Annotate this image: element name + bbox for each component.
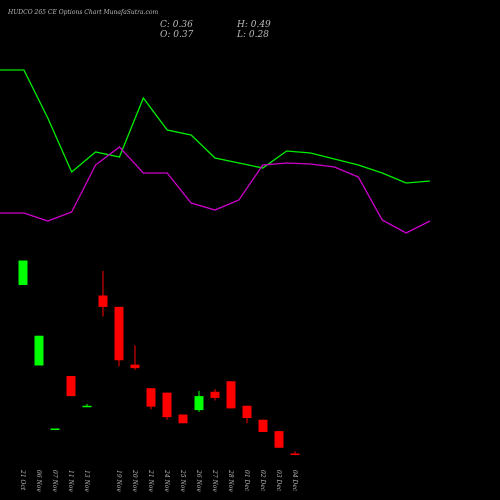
x-tick-label: 11 Nov: [67, 470, 74, 492]
high-label: H: 0.49: [236, 20, 271, 30]
close-label: C: 0.36: [160, 20, 193, 30]
x-tick-label: 28 Nov: [227, 469, 234, 492]
x-tick-label: 02 Dec: [259, 470, 266, 492]
candle-body: [274, 431, 284, 448]
line: [0, 69, 431, 184]
candle-body: [82, 405, 92, 408]
line: [0, 146, 431, 234]
candle-body: [98, 295, 108, 307]
x-tick-label: 20 Nov: [131, 469, 138, 492]
candle-body: [242, 405, 252, 418]
x-tick-label: 27 Nov: [211, 469, 218, 492]
candle-body: [162, 392, 172, 418]
candle-body: [258, 419, 268, 432]
candle-body: [50, 428, 60, 430]
candle-body: [290, 453, 300, 456]
candle-body: [18, 260, 28, 285]
x-tick-label: 25 Nov: [179, 469, 186, 492]
x-tick-label: 01 Dec: [243, 470, 250, 492]
candle-body: [226, 381, 236, 409]
candle-body: [130, 364, 140, 369]
candle-body: [66, 376, 76, 397]
chart-title: HUDCO 265 CE Options Chart MunafaSutra.c…: [7, 9, 158, 16]
x-tick-label: 21 Oct: [19, 469, 26, 491]
x-tick-label: 13 Nov: [83, 470, 90, 492]
x-tick-label: 06 Nov: [35, 470, 42, 492]
candle-body: [210, 391, 220, 398]
x-tick-label: 04 Dec: [291, 470, 298, 492]
x-tick-label: 19 Nov: [115, 470, 122, 492]
candle-body: [34, 335, 44, 366]
x-tick-label: 24 Nov: [163, 469, 170, 492]
candle-body: [178, 414, 188, 424]
x-tick-label: 07 Nov: [51, 470, 58, 492]
x-tick-label: 26 Nov: [195, 469, 202, 492]
candle-body: [146, 388, 156, 407]
low-label: L: 0.28: [236, 30, 269, 40]
open-label: O: 0.37: [160, 30, 194, 40]
candle-body: [114, 306, 124, 361]
candle-body: [194, 396, 204, 411]
x-tick-label: 03 Dec: [275, 470, 282, 492]
x-tick-label: 21 Nov: [147, 469, 154, 492]
